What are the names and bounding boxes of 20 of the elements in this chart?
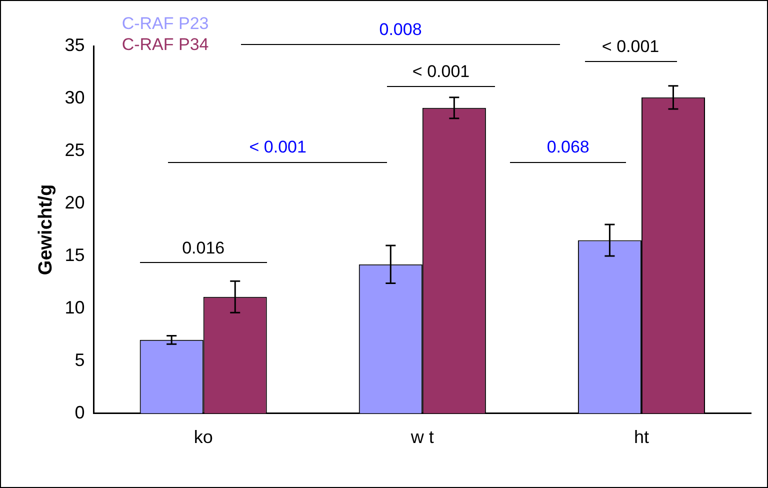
x-tick-label: ko: [194, 427, 213, 448]
y-axis-title: Gewicht/g: [36, 184, 57, 276]
y-tick-label: 15: [64, 244, 85, 265]
annotation: < 0.001: [249, 138, 306, 157]
annotation: < 0.001: [602, 36, 660, 56]
x-tick-label: ht: [634, 427, 649, 448]
y-tick-label: 20: [64, 192, 85, 212]
y-tick-label: 35: [64, 34, 85, 55]
y-tick-label: 10: [64, 297, 85, 318]
text: C-RAF P23: [122, 14, 209, 34]
annotation: < 0.001: [412, 62, 470, 82]
y-tick-label: 30: [64, 87, 85, 108]
y-tick-label: 25: [64, 140, 85, 160]
annotation: 0.016: [182, 238, 225, 258]
y-tick-label: 5: [74, 350, 85, 370]
text: 0.008: [379, 20, 422, 40]
text: C-RAF P34: [122, 35, 209, 54]
annotation: 0.068: [546, 138, 590, 157]
y-tick-label: 0: [74, 402, 85, 422]
x-tick-label: w t: [410, 427, 434, 448]
